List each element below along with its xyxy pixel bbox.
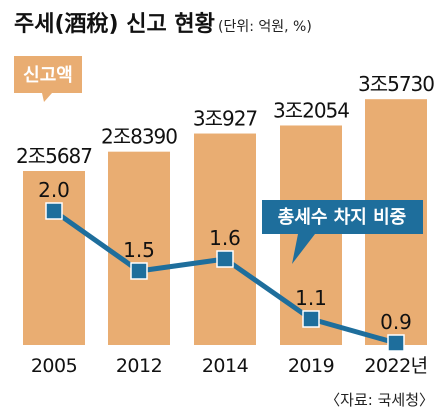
line-value-label: 1.5 bbox=[123, 238, 155, 262]
line-value-label: 1.6 bbox=[209, 226, 241, 250]
legend-line-swatch bbox=[262, 200, 423, 264]
bar-label-group: 2조5687 2조8390 3조927 3조2054 3조5730 bbox=[16, 72, 435, 168]
point-label-group: 2.0 1.5 1.6 1.1 0.9 bbox=[38, 178, 412, 334]
bar-value-label: 3조927 bbox=[193, 107, 258, 131]
bar-value-label: 3조2054 bbox=[273, 98, 349, 122]
bar-2014 bbox=[194, 133, 256, 345]
x-tick-label: 2012 bbox=[116, 355, 162, 377]
legend-bar-label: 신고액 bbox=[23, 65, 73, 86]
chart-title: 주세(酒稅) 신고 현황 bbox=[14, 12, 215, 37]
bar-2012 bbox=[108, 151, 170, 345]
bar-value-label: 2조5687 bbox=[16, 144, 92, 168]
line-marker bbox=[130, 262, 148, 280]
x-tick-label: 2022년 bbox=[364, 355, 427, 377]
bar-2005 bbox=[23, 171, 85, 345]
legend-bar-swatch bbox=[14, 56, 82, 102]
source-note: 〈자료: 국세청〉 bbox=[325, 391, 434, 409]
legend-line-label: 총세수 차지 비중 bbox=[278, 207, 406, 228]
line-marker bbox=[302, 310, 320, 328]
bar-value-label: 3조5730 bbox=[358, 72, 434, 96]
x-tick-label: 2014 bbox=[202, 355, 249, 377]
x-tick-label: 2019 bbox=[288, 355, 334, 377]
line-marker bbox=[387, 334, 405, 352]
legend-line-callout: 총세수 차지 비중 bbox=[262, 200, 423, 264]
unit-note: (단위: 억원, %) bbox=[218, 19, 312, 35]
line-value-label: 1.1 bbox=[295, 286, 327, 310]
x-axis-ticks: 2005 2012 2014 2019 2022년 bbox=[31, 355, 428, 377]
line-marker bbox=[216, 250, 234, 268]
line-marker bbox=[45, 202, 63, 220]
line-value-label: 2.0 bbox=[38, 178, 70, 202]
x-tick-label: 2005 bbox=[31, 355, 77, 377]
bar-value-label: 2조8390 bbox=[101, 125, 177, 149]
line-value-label: 0.9 bbox=[380, 310, 412, 334]
legend-bar-callout: 신고액 bbox=[14, 56, 82, 102]
marker-group bbox=[45, 202, 405, 352]
